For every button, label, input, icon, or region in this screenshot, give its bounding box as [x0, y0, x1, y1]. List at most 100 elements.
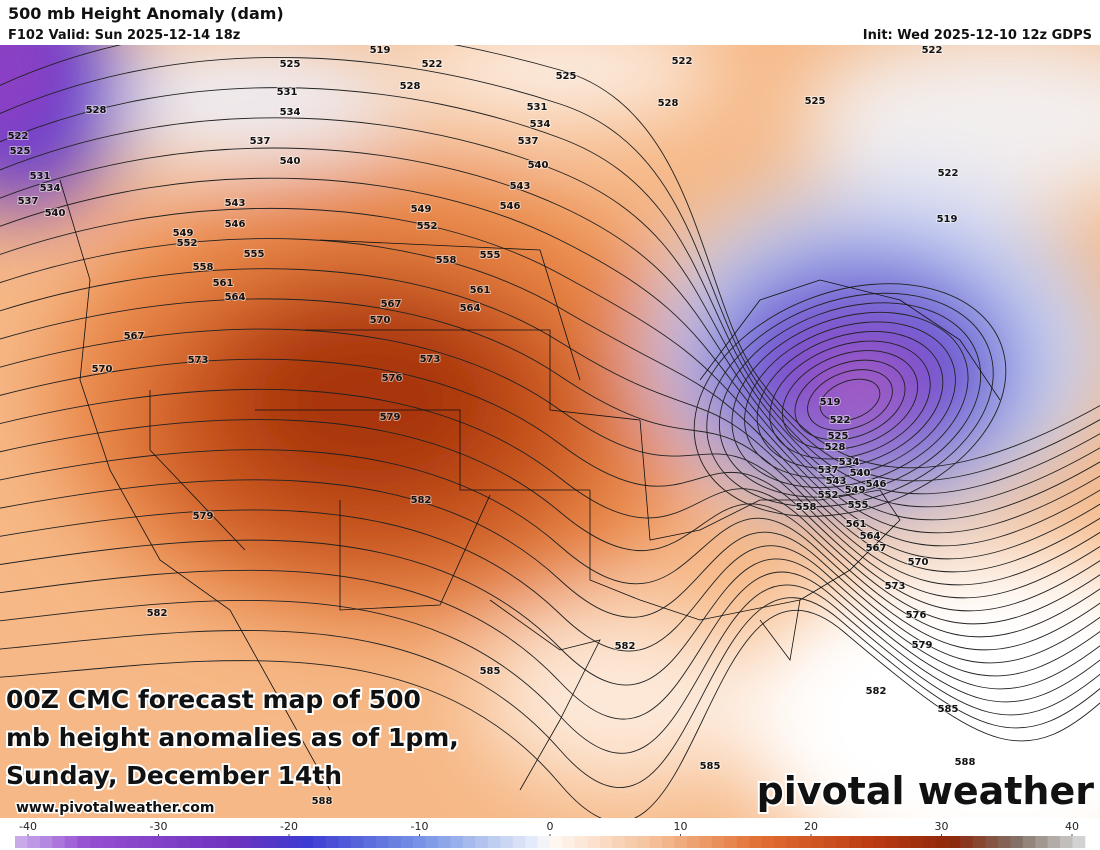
colorbar-cell: [301, 836, 314, 848]
contour-label: 531: [277, 87, 298, 98]
colorbar-cell: [201, 836, 215, 848]
colorbar-cell: [413, 836, 426, 848]
contour-label: 534: [530, 119, 551, 130]
contour-label: 534: [280, 107, 301, 118]
contour-label: 537: [250, 136, 271, 147]
contour-label: 573: [885, 581, 906, 592]
contour-label: 552: [818, 490, 839, 501]
colorbar-cell: [15, 836, 28, 848]
contour-line: [0, 238, 1100, 560]
colorbar-cell: [674, 836, 688, 848]
contour-label: 570: [92, 364, 113, 375]
colorbar-cell: [525, 836, 538, 848]
contour-line: [781, 350, 919, 450]
contour-labels: 5195225255285315345375405435465495525555…: [7, 45, 977, 808]
colorbar-cell: [326, 836, 339, 848]
contour-line: [0, 57, 1100, 482]
contour-line: [0, 609, 1100, 818]
colorbar-cell: [973, 836, 986, 848]
colorbar-cell: [338, 836, 352, 848]
colorbar: -40 -30 -20 -10 0 10 20 30 40: [15, 820, 1086, 848]
contour-line: [0, 539, 1100, 690]
colorbar-cell: [1060, 836, 1073, 848]
contour-label: 585: [700, 761, 721, 772]
contour-label: 567: [866, 543, 887, 554]
colorbar-cell: [798, 836, 812, 848]
colorbar-cell: [550, 836, 563, 848]
colorbar-cell: [27, 836, 41, 848]
colorbar-cell: [450, 836, 464, 848]
contour-label: 549: [173, 228, 194, 239]
init-time: Init: Wed 2025-12-10 12z GDPS: [863, 28, 1092, 43]
contour-label: 540: [528, 160, 549, 171]
colorbar-cell: [612, 836, 625, 848]
contour-line: [0, 569, 1100, 720]
contour-label: 567: [124, 331, 145, 342]
contour-line: [0, 597, 1100, 789]
colorbar-cell: [1047, 836, 1061, 848]
contour-label: 555: [244, 249, 265, 260]
colorbar-cell: [749, 836, 762, 848]
colorbar-tick-label: 20: [804, 820, 818, 833]
contour-line: [0, 509, 1100, 677]
colorbar-cell: [736, 836, 750, 848]
contour-line: [0, 479, 1100, 664]
colorbar-cell: [462, 836, 476, 848]
website: www.pivotalweather.com: [16, 800, 215, 816]
contour-line: [0, 358, 1100, 612]
contour-label: 582: [411, 495, 432, 506]
contour-label: 552: [417, 221, 438, 232]
contour-label: 537: [518, 136, 539, 147]
title: 500 mb Height Anomaly (dam): [8, 4, 284, 23]
contour-label: 525: [280, 59, 301, 70]
colorbar-cell: [661, 836, 675, 848]
colorbar-cell: [164, 836, 178, 848]
colorbar-tick-label: -40: [19, 820, 37, 833]
contour-label: 522: [8, 131, 29, 142]
colorbar-cell: [686, 836, 700, 848]
colorbar-cell: [823, 836, 837, 848]
contour-label: 537: [18, 196, 39, 207]
colorbar-cell: [861, 836, 874, 848]
contour-label: 579: [912, 640, 933, 651]
colorbar-cell: [637, 836, 650, 848]
contour-label: 522: [938, 168, 959, 179]
colorbar-cell: [985, 836, 999, 848]
contour-label: 582: [147, 608, 168, 619]
colorbar-cell: [624, 836, 638, 848]
colorbar-cell: [313, 836, 327, 848]
contour-label: 579: [193, 511, 214, 522]
contour-label: 522: [830, 415, 851, 426]
colorbar-cell: [711, 836, 725, 848]
contour-line: [0, 449, 1100, 651]
colorbar-cell: [438, 836, 451, 848]
colorbar-cell: [873, 836, 887, 848]
logo: pivotal weather: [757, 769, 1095, 813]
colorbar-cell: [1010, 836, 1024, 848]
contour-label: 564: [860, 531, 881, 542]
colorbar-tick-label: -20: [280, 820, 298, 833]
contour-line: [0, 87, 1100, 495]
contour-line: [0, 45, 1100, 469]
colorbar-cell: [350, 836, 364, 848]
colorbar-cell: [151, 836, 165, 848]
colorbar-cell: [537, 836, 551, 848]
colorbar-cell: [102, 836, 115, 848]
contour-label: 564: [225, 292, 246, 303]
contour-label: 528: [825, 442, 846, 453]
contour-label: 561: [470, 285, 491, 296]
colorbar-cell: [848, 836, 862, 848]
colorbar-tick-label: 0: [547, 820, 554, 833]
contour-label: 540: [280, 156, 301, 167]
contour-label: 525: [10, 146, 31, 157]
contour-label: 528: [658, 98, 679, 109]
contour-label: 573: [420, 354, 441, 365]
colorbar-tick-label: 40: [1065, 820, 1079, 833]
colorbar-cell: [114, 836, 128, 848]
colorbar-cell: [960, 836, 974, 848]
contour-line: [731, 311, 969, 489]
colorbar-cell: [251, 836, 265, 848]
colorbar-cell: [388, 836, 401, 848]
contour-label: 546: [500, 201, 521, 212]
contour-line: [693, 283, 1007, 517]
